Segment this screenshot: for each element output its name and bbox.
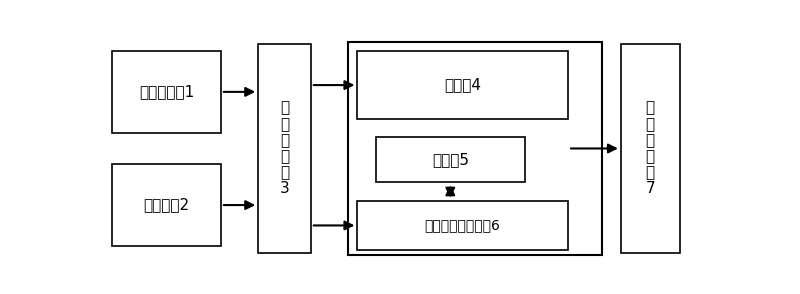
- Text: 单元阵列接口电路6: 单元阵列接口电路6: [425, 218, 501, 233]
- Text: 控制器5: 控制器5: [432, 152, 469, 167]
- Bar: [258, 44, 310, 253]
- Text: 数
字
示
波
器
7: 数 字 示 波 器 7: [646, 101, 655, 196]
- Bar: [112, 51, 221, 133]
- Text: 测量模块2: 测量模块2: [143, 198, 190, 213]
- Bar: [621, 44, 680, 253]
- Bar: [358, 201, 568, 250]
- Bar: [376, 137, 525, 182]
- Bar: [358, 51, 568, 119]
- Text: 转
换
连
接
口
3: 转 换 连 接 口 3: [279, 101, 290, 196]
- Text: 探针台4: 探针台4: [444, 78, 482, 93]
- Bar: [348, 42, 602, 255]
- Text: 信号发生器1: 信号发生器1: [139, 84, 194, 99]
- Bar: [112, 164, 221, 246]
